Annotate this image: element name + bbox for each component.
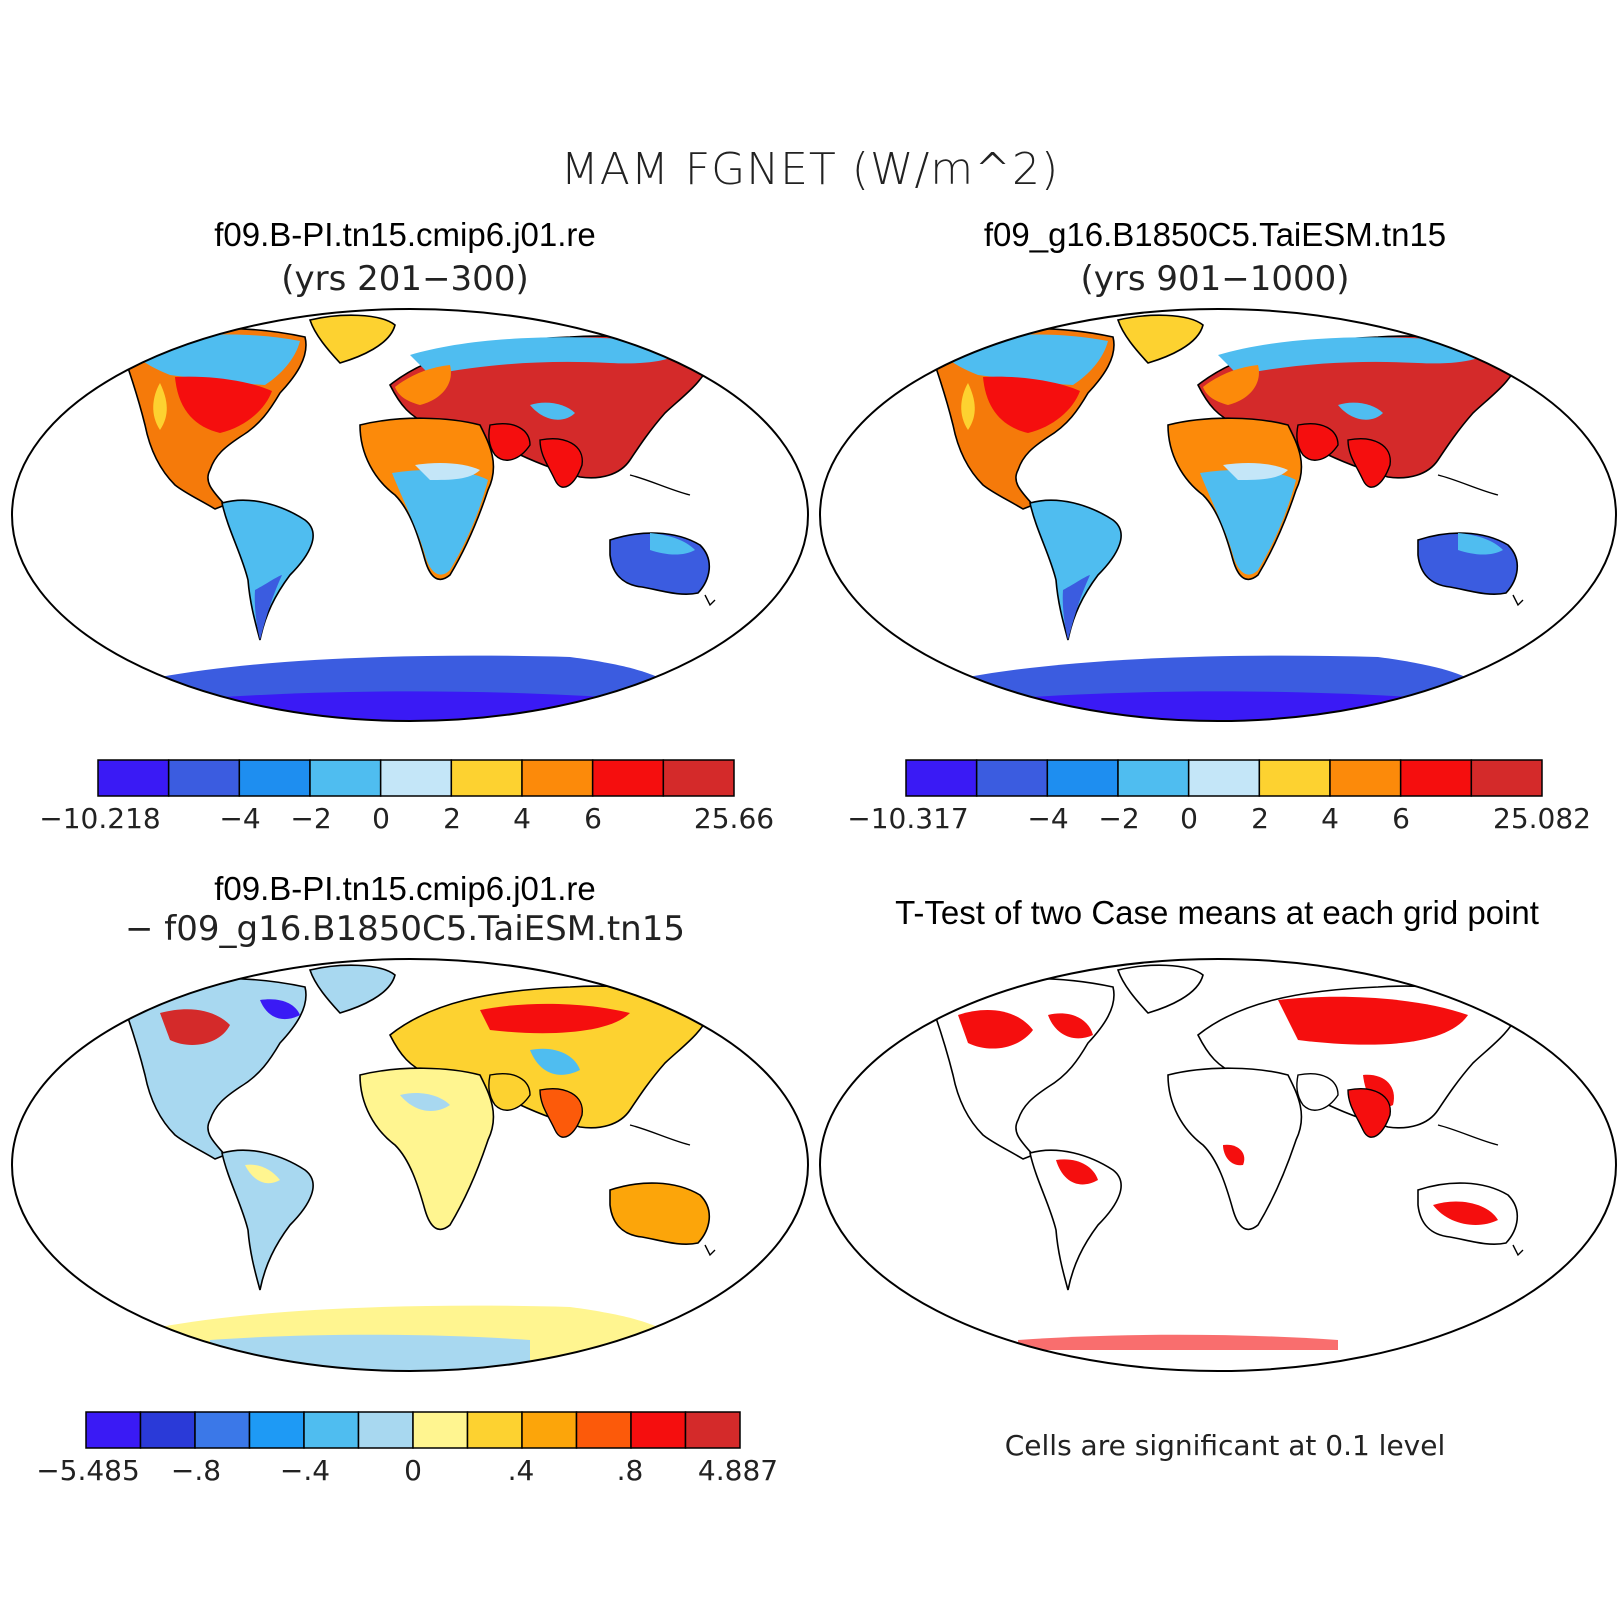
colorbar-box — [1258, 759, 1331, 797]
cb-diff-tick: .4 — [507, 1454, 535, 1487]
colorbar-box — [194, 1411, 251, 1449]
cb-case2-tick: 4 — [1321, 802, 1339, 835]
colorbar-box — [167, 759, 241, 797]
panel-title-case1: f09.B-PI.tn15.cmip6.j01.re — [214, 216, 596, 253]
colorbar-box — [591, 759, 665, 797]
cb-case1-tick: 4 — [513, 802, 531, 835]
colorbar-box — [575, 1411, 632, 1449]
cb-case1-tick: 0 — [372, 802, 390, 835]
colorbar-case2 — [905, 759, 1543, 797]
colorbar-box — [630, 1411, 687, 1449]
colorbar-box — [521, 759, 594, 797]
panel-subtitle-case1: (yrs 201−300) — [281, 259, 529, 299]
cb-case1-tick: 25.66 — [693, 802, 775, 835]
colorbar-box — [248, 1411, 305, 1449]
map-panel-case1 — [10, 305, 810, 725]
cb-case2-tick: 6 — [1392, 802, 1410, 835]
cb-diff-tick: 4.887 — [697, 1454, 779, 1487]
colorbar-box — [1470, 759, 1543, 797]
cb-case1-tick: 2 — [443, 802, 461, 835]
map-panel-case2 — [818, 305, 1618, 725]
colorbar-box — [379, 759, 453, 797]
colorbar-box — [85, 1411, 142, 1449]
colorbar-svg — [85, 1411, 741, 1449]
cb-diff-tick: −.4 — [279, 1454, 331, 1487]
colorbar-box — [357, 1411, 414, 1449]
colorbar-box — [662, 759, 735, 797]
panel-subtitle-case2: (yrs 901−1000) — [1080, 259, 1350, 299]
cb-case1-tick: 6 — [584, 802, 602, 835]
cb-case2-tick: −4 — [1027, 802, 1069, 835]
panel-title-case2: f09_g16.B1850C5.TaiESM.tn15 — [983, 216, 1447, 253]
cb-diff-tick: .8 — [616, 1454, 644, 1487]
colorbar-box — [139, 1411, 196, 1449]
colorbar-box — [905, 759, 978, 797]
map-case2 — [819, 308, 1617, 722]
colorbar-box — [412, 1411, 469, 1449]
cb-diff-tick: −5.485 — [36, 1454, 140, 1487]
colorbar-box — [1046, 759, 1119, 797]
cb-case2-tick: 2 — [1251, 802, 1269, 835]
colorbar-box — [309, 759, 382, 797]
colorbar-box — [684, 1411, 741, 1449]
cb-diff-tick: 0 — [404, 1454, 422, 1487]
colorbar-box — [1329, 759, 1402, 797]
colorbar-box — [303, 1411, 360, 1449]
colorbar-case1 — [97, 759, 735, 797]
cb-case1-tick: −2 — [290, 802, 332, 835]
map-case1 — [11, 308, 809, 722]
panel-subtitle-diff: − f09_g16.B1850C5.TaiESM.tn15 — [125, 909, 685, 949]
cb-case2-tick: 25.082 — [1493, 802, 1591, 835]
colorbar-box — [466, 1411, 523, 1449]
panel-title-diff: f09.B-PI.tn15.cmip6.j01.re — [214, 870, 596, 907]
map-panel-diff — [10, 955, 810, 1375]
colorbar-diff — [85, 1411, 741, 1449]
map-panel-ttest — [818, 955, 1618, 1375]
cb-case1-tick: −4 — [219, 802, 261, 835]
colorbar-box — [1399, 759, 1473, 797]
figure-title: MAM FGNET (W/m^2) — [560, 144, 1060, 195]
colorbar-box — [97, 759, 170, 797]
map-diff — [11, 958, 809, 1372]
colorbar-svg — [97, 759, 735, 797]
significance-note: Cells are significant at 0.1 level — [1004, 1429, 1446, 1462]
cb-case1-tick: −10.218 — [39, 802, 161, 835]
cb-case2-tick: 0 — [1180, 802, 1198, 835]
map-ttest — [819, 958, 1617, 1372]
colorbar-box — [450, 759, 523, 797]
colorbar-box — [1117, 759, 1190, 797]
colorbar-box — [1187, 759, 1261, 797]
cb-case2-tick: −2 — [1098, 802, 1140, 835]
colorbar-box — [238, 759, 311, 797]
cb-case2-tick: −10.317 — [847, 802, 969, 835]
panel-title-ttest: T-Test of two Case means at each grid po… — [895, 894, 1539, 931]
colorbar-svg — [905, 759, 1543, 797]
colorbar-box — [521, 1411, 578, 1449]
colorbar-box — [975, 759, 1049, 797]
cb-diff-tick: −.8 — [170, 1454, 222, 1487]
